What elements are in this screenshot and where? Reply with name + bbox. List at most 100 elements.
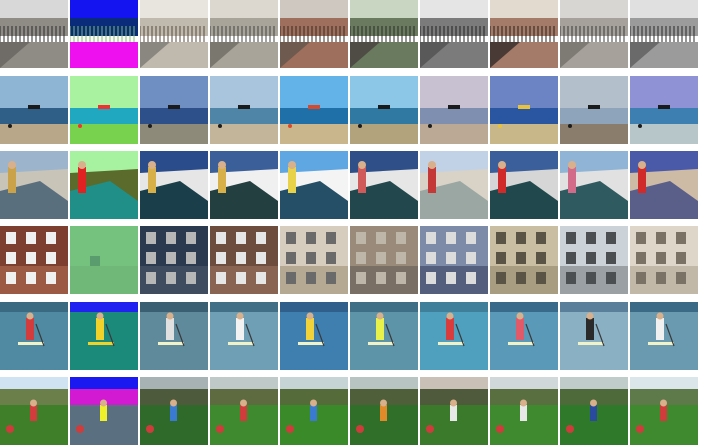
window [356, 252, 366, 264]
window [636, 252, 646, 264]
boat [168, 105, 180, 109]
sky [350, 76, 418, 108]
beach-person [288, 124, 292, 128]
window [356, 272, 366, 284]
boat [518, 105, 530, 109]
generated-image-tile [560, 302, 628, 370]
window [636, 272, 646, 284]
window [166, 272, 176, 284]
paddler [26, 318, 34, 340]
kid [450, 405, 457, 421]
beach-person [428, 124, 432, 128]
kid [590, 405, 597, 421]
kid-head [310, 400, 317, 407]
kid [520, 405, 527, 421]
window [326, 232, 336, 244]
window [566, 272, 576, 284]
building-facade-image [630, 226, 698, 294]
kid-head [380, 400, 387, 407]
generated-image-tile [630, 76, 698, 144]
street-sidewalk-fence-image [420, 0, 488, 68]
generated-image-tile [560, 226, 628, 294]
generated-image-tile [420, 151, 488, 219]
paddleboard [368, 342, 394, 345]
generated-image-tile [280, 76, 348, 144]
kid-head [520, 400, 527, 407]
sea [490, 108, 558, 124]
paddleboard-water-image [420, 302, 488, 370]
window [46, 272, 56, 284]
surfer-head [8, 161, 16, 169]
window [496, 272, 506, 284]
window [26, 272, 36, 284]
park-lawn-kid-image [70, 377, 138, 445]
window [376, 252, 386, 264]
segmentation-map-tile [70, 76, 138, 144]
generated-image-tile [280, 377, 348, 445]
generated-image-tile [490, 226, 558, 294]
generated-image-tile [560, 0, 628, 68]
window [606, 252, 616, 264]
kid-head [660, 400, 667, 407]
beach-horizon-image [140, 76, 208, 144]
street-sidewalk-fence-image [490, 0, 558, 68]
sea [560, 108, 628, 124]
generated-image-tile [210, 226, 278, 294]
window [186, 232, 196, 244]
window [376, 272, 386, 284]
window [426, 252, 436, 264]
generated-image-tile [350, 226, 418, 294]
beach-horizon-image [630, 76, 698, 144]
kid [100, 405, 107, 421]
generated-image-tile [560, 151, 628, 219]
surfer-shore-image [350, 151, 418, 219]
paddleboard-water-image [490, 302, 558, 370]
surfer [358, 167, 366, 193]
surfer-head [568, 161, 576, 169]
generated-image-tile [420, 226, 488, 294]
paddler-head [97, 313, 104, 320]
window [376, 232, 386, 244]
window [26, 232, 36, 244]
window [216, 272, 226, 284]
kid-head [170, 400, 177, 407]
beach-person [218, 124, 222, 128]
surfer-head [78, 161, 86, 169]
building [0, 18, 68, 36]
building [210, 18, 278, 36]
surfer-head [428, 161, 436, 169]
paddler-head [377, 313, 384, 320]
ball [426, 425, 434, 433]
generated-image-tile [350, 151, 418, 219]
building [560, 18, 628, 36]
building-facade-image [490, 226, 558, 294]
park-lawn-kid-image [490, 377, 558, 445]
sea [630, 108, 698, 124]
surfer [288, 167, 296, 193]
lower-facade [70, 266, 138, 294]
beach-horizon-image [280, 76, 348, 144]
paddler [376, 318, 384, 340]
street-sidewalk-fence-image [630, 0, 698, 68]
generated-image-tile [560, 377, 628, 445]
generated-image-tile [420, 76, 488, 144]
building-facade-image [560, 226, 628, 294]
generated-image-tile [490, 302, 558, 370]
paddleboard [228, 342, 254, 345]
building [70, 18, 138, 36]
paddler-head [27, 313, 34, 320]
window [216, 252, 226, 264]
boat [28, 105, 40, 109]
window [516, 272, 526, 284]
window [446, 272, 456, 284]
beach-person [78, 124, 82, 128]
building [630, 18, 698, 36]
beach-person [638, 124, 642, 128]
surfer-head [358, 161, 366, 169]
sea [350, 108, 418, 124]
window [656, 272, 666, 284]
kid-head [240, 400, 247, 407]
window [676, 252, 686, 264]
sea [210, 108, 278, 124]
paddler-head [237, 313, 244, 320]
